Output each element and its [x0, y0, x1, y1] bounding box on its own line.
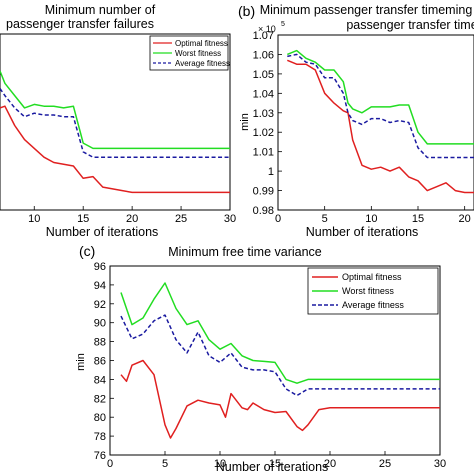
panel-b-plot	[287, 49, 474, 194]
y-tick-label: 1.06	[253, 49, 274, 61]
y-tick-label: 92	[94, 299, 106, 311]
panel-b-x-label: Number of iterations	[306, 225, 419, 239]
x-tick-label: 5	[322, 213, 328, 225]
panel-b-y-label: min	[239, 113, 251, 131]
series-line-worst-fitness	[120, 282, 440, 384]
y-tick-label: 76	[94, 450, 106, 462]
panel-b-title-line-1: Minimum passenger transfer timeming	[260, 3, 473, 17]
panel-b-exponent-power: 5	[281, 21, 285, 28]
panel-a-x-ticks: 10 15 20 25 30	[28, 206, 236, 225]
panel-a-legend: Optimal fitness Worst fitness Average fi…	[149, 35, 230, 71]
series-line-average-fitness	[0, 88, 230, 158]
x-tick-label: 10	[365, 213, 377, 225]
x-tick-label: 30	[434, 458, 446, 470]
y-tick-label: 1.07	[253, 30, 274, 42]
panel-c-y-ticks: 76 78 80 82 84 86 88 90 92 94 96	[94, 261, 114, 462]
y-tick-label: 88	[94, 337, 106, 349]
y-tick-label: 0.98	[253, 205, 274, 217]
y-tick-label: 1	[268, 166, 274, 178]
panel-b-y-ticks: 0.98 0.99 1 1.01 1.02 1.03 1.04 1.05 1.06 1.07	[253, 30, 282, 217]
panel-c-title: Minimum free time variance	[168, 245, 322, 259]
panel-c-legend-label-worst: Worst fitness	[342, 286, 394, 296]
y-tick-label: 1.03	[253, 108, 274, 120]
panel-c-x-ticks: 0 5 10 15 20 25 30	[107, 451, 446, 470]
x-tick-label: 25	[379, 458, 391, 470]
y-tick-label: 80	[94, 412, 106, 424]
series-line-worst-fitness	[287, 49, 474, 145]
x-tick-label: 20	[126, 213, 138, 225]
x-tick-label: 15	[412, 213, 424, 225]
series-line-optimal-fitness	[0, 105, 230, 194]
panel-a-legend-label-average: Average fitness	[175, 59, 230, 68]
x-tick-label: 5	[162, 458, 168, 470]
panel-b: (b) Minimum passenger transfer timeming …	[238, 3, 474, 239]
panel-a-x-label: Number of iterations	[46, 225, 159, 239]
x-tick-label: 0	[275, 213, 281, 225]
y-tick-label: 94	[94, 280, 106, 292]
panel-a-title-line-2: passenger transfer failures	[6, 17, 154, 31]
panel-c-legend-label-average: Average fitness	[342, 300, 404, 310]
panel-b-axes	[277, 34, 474, 211]
y-tick-label: 90	[94, 318, 106, 330]
y-tick-label: 1.05	[253, 69, 274, 81]
y-tick-label: 1.02	[253, 127, 274, 139]
series-line-optimal-fitness	[287, 59, 474, 194]
y-tick-label: 1.04	[253, 88, 274, 100]
panel-c: (c) Minimum free time variance 0 5 10 15 20 2…	[75, 243, 446, 474]
panel-c-plot	[120, 282, 440, 439]
x-tick-label: 10	[28, 213, 40, 225]
series-line-average-fitness	[120, 314, 440, 397]
x-tick-label: 15	[77, 213, 89, 225]
panel-b-exponent: × 10 5	[258, 21, 285, 34]
panel-b-x-ticks: 0 5 10 15 20	[275, 206, 471, 225]
y-tick-label: 86	[94, 356, 106, 368]
x-tick-label: 20	[324, 458, 336, 470]
x-tick-label: 25	[175, 213, 187, 225]
panel-a-legend-label-optimal: Optimal fitness	[175, 39, 228, 48]
x-tick-label: 30	[224, 213, 236, 225]
x-tick-label: 20	[459, 213, 471, 225]
panel-a-plot	[0, 70, 230, 194]
x-tick-label: 0	[107, 458, 113, 470]
y-tick-label: 1.01	[253, 147, 274, 159]
x-tick-label: 10	[214, 458, 226, 470]
panel-c-y-label: min	[75, 353, 87, 371]
panel-b-label: (b)	[238, 3, 255, 19]
panel-b-title-line-2: passenger transfer time	[346, 18, 474, 32]
panel-b-exponent-base: × 10	[258, 24, 276, 34]
panel-a-title-line-1: Minimum number of	[45, 3, 156, 17]
panel-a: Minimum number of passenger transfer fai…	[0, 3, 236, 239]
y-tick-label: 0.99	[253, 186, 274, 198]
series-line-optimal-fitness	[120, 359, 440, 439]
y-tick-label: 78	[94, 431, 106, 443]
x-tick-label: 15	[269, 458, 281, 470]
panel-c-legend-label-optimal: Optimal fitness	[342, 272, 402, 282]
panel-c-label: (c)	[79, 243, 95, 259]
y-tick-label: 84	[94, 374, 106, 386]
panel-c-x-label: Number of iterations	[216, 460, 329, 474]
panel-c-legend: Optimal fitness Worst fitness Average fi…	[307, 267, 439, 315]
series-line-worst-fitness	[0, 70, 230, 150]
series-line-average-fitness	[287, 53, 474, 159]
y-tick-label: 96	[94, 261, 106, 273]
y-tick-label: 82	[94, 393, 106, 405]
panel-a-legend-label-worst: Worst fitness	[175, 49, 221, 58]
